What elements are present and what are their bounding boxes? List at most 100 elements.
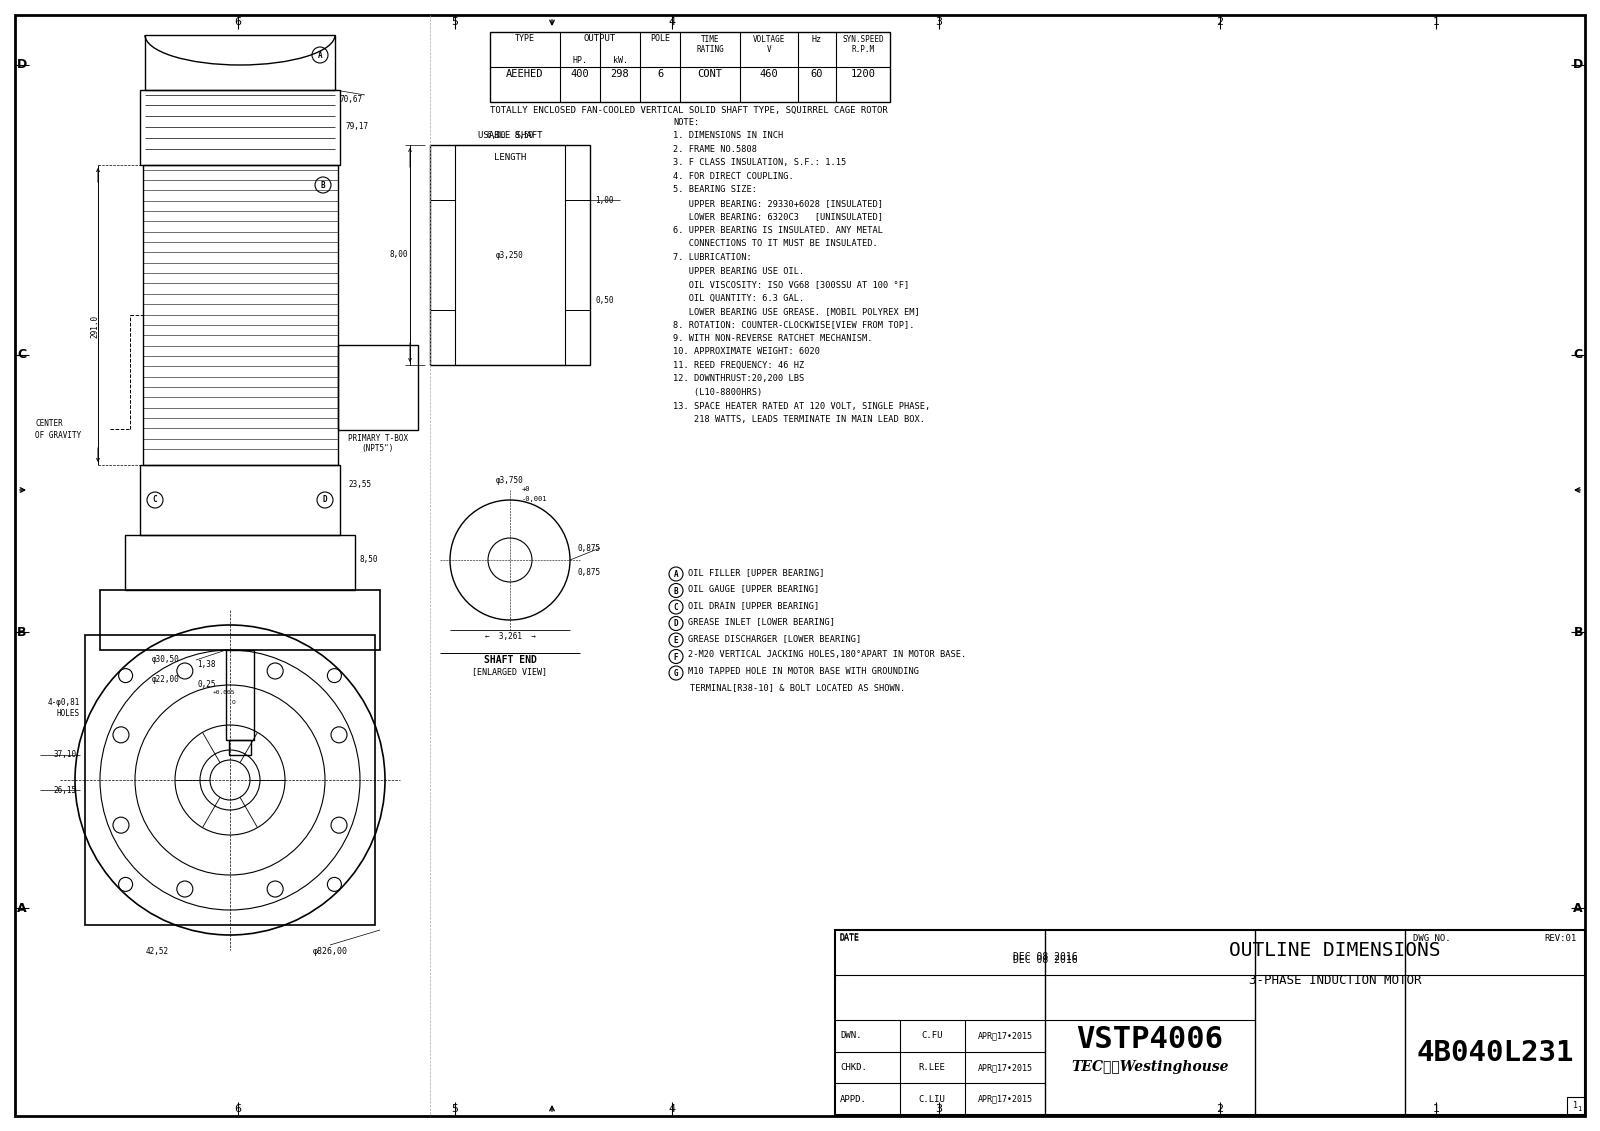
Text: Hz: Hz	[813, 35, 822, 44]
Text: OIL DRAIN [UPPER BEARING]: OIL DRAIN [UPPER BEARING]	[688, 601, 819, 610]
Text: 1: 1	[1573, 1102, 1579, 1111]
Text: (NPT5"): (NPT5")	[362, 444, 394, 454]
Text: A: A	[674, 570, 678, 579]
Text: TOTALLY ENCLOSED FAN-COOLED VERTICAL SOLID SHAFT TYPE, SQUIRREL CAGE ROTOR: TOTALLY ENCLOSED FAN-COOLED VERTICAL SOL…	[490, 106, 888, 115]
Text: B: B	[320, 181, 325, 190]
Text: 400: 400	[571, 69, 589, 79]
Text: [ENLARGED VIEW]: [ENLARGED VIEW]	[472, 667, 547, 676]
Text: 2. FRAME NO.5808: 2. FRAME NO.5808	[674, 145, 757, 154]
Text: φ3,750: φ3,750	[496, 476, 523, 485]
Text: +0: +0	[522, 486, 531, 492]
Text: 26,15: 26,15	[54, 786, 77, 794]
Text: 1: 1	[1432, 1104, 1440, 1114]
Text: F: F	[674, 653, 678, 662]
Text: φ22,00: φ22,00	[152, 675, 179, 684]
Text: A: A	[18, 901, 27, 915]
Text: POLE: POLE	[650, 34, 670, 43]
Text: REV:01: REV:01	[1544, 934, 1578, 943]
Text: 6: 6	[235, 17, 242, 27]
Text: CONNECTIONS TO IT MUST BE INSULATED.: CONNECTIONS TO IT MUST BE INSULATED.	[674, 240, 878, 249]
Text: 298: 298	[611, 69, 629, 79]
Text: CENTER: CENTER	[35, 418, 62, 428]
Text: HP.: HP.	[573, 57, 587, 64]
Text: 4B040L231: 4B040L231	[1416, 1039, 1574, 1067]
Text: 6. UPPER BEARING IS INSULATED. ANY METAL: 6. UPPER BEARING IS INSULATED. ANY METAL	[674, 226, 883, 235]
Text: APPD.: APPD.	[840, 1095, 867, 1104]
Text: TERMINAL[R38-10] & BOLT LOCATED AS SHOWN.: TERMINAL[R38-10] & BOLT LOCATED AS SHOWN…	[690, 683, 906, 692]
Text: 13. SPACE HEATER RATED AT 120 VOLT, SINGLE PHASE,: 13. SPACE HEATER RATED AT 120 VOLT, SING…	[674, 402, 930, 411]
Text: A: A	[318, 51, 322, 60]
Text: kW.: kW.	[613, 57, 627, 64]
Text: GREASE DISCHARGER [LOWER BEARING]: GREASE DISCHARGER [LOWER BEARING]	[688, 634, 861, 644]
Text: UPPER BEARING: 29330+6028 [INSULATED]: UPPER BEARING: 29330+6028 [INSULATED]	[674, 199, 883, 208]
Bar	[430, 145, 590, 365]
Bar	[338, 345, 418, 430]
Text: DATE: DATE	[840, 933, 861, 942]
Text: OIL FILLER [UPPER BEARING]: OIL FILLER [UPPER BEARING]	[688, 568, 824, 577]
Text: DEC 08 2016: DEC 08 2016	[1013, 952, 1077, 962]
Text: 12. DOWNTHRUST:20,200 LBS: 12. DOWNTHRUST:20,200 LBS	[674, 374, 805, 383]
Bar	[454, 145, 565, 365]
Bar	[146, 35, 334, 90]
Bar	[229, 740, 251, 756]
Text: 4: 4	[669, 17, 675, 27]
Text: R.LEE: R.LEE	[918, 1063, 946, 1072]
Text: B: B	[1573, 625, 1582, 639]
Text: 5: 5	[451, 17, 459, 27]
Text: 1: 1	[1576, 1106, 1581, 1112]
Text: DATE: DATE	[840, 934, 861, 943]
Text: -0,001: -0,001	[522, 497, 547, 502]
Text: APR‧17•2015: APR‧17•2015	[978, 1063, 1032, 1072]
Text: 42,52: 42,52	[146, 947, 168, 956]
Text: 1,38: 1,38	[197, 661, 216, 670]
Text: D: D	[674, 620, 678, 629]
Text: 4: 4	[669, 1104, 675, 1114]
Text: 0,875: 0,875	[578, 568, 602, 577]
Text: 5. BEARING SIZE:: 5. BEARING SIZE:	[674, 185, 757, 195]
Bar	[141, 90, 339, 165]
Text: USABLE SHAFT: USABLE SHAFT	[478, 131, 542, 140]
Text: 2: 2	[1216, 17, 1224, 27]
Text: 1200: 1200	[851, 69, 875, 79]
Text: D: D	[323, 495, 328, 504]
Text: 0,25: 0,25	[197, 680, 216, 689]
Text: APR‧17•2015: APR‧17•2015	[978, 1031, 1032, 1041]
Text: D: D	[1573, 59, 1582, 71]
Text: D: D	[18, 59, 27, 71]
Text: OUTPUT: OUTPUT	[584, 34, 616, 43]
Text: TYPE: TYPE	[515, 34, 534, 43]
Text: 9. WITH NON-REVERSE RATCHET MECHANISM.: 9. WITH NON-REVERSE RATCHET MECHANISM.	[674, 334, 872, 343]
Bar	[85, 634, 374, 925]
Text: PRIMARY T-BOX: PRIMARY T-BOX	[347, 434, 408, 443]
Text: 23,55: 23,55	[349, 480, 371, 489]
Bar	[1566, 1097, 1586, 1115]
Text: G: G	[674, 670, 678, 677]
Text: 3. F CLASS INSULATION, S.F.: 1.15: 3. F CLASS INSULATION, S.F.: 1.15	[674, 158, 846, 167]
Bar	[490, 32, 890, 102]
Text: OIL GAUGE [UPPER BEARING]: OIL GAUGE [UPPER BEARING]	[688, 585, 819, 594]
Text: 70,67: 70,67	[339, 95, 363, 104]
Text: O: O	[232, 699, 235, 705]
Text: (L10-8800HRS): (L10-8800HRS)	[674, 388, 762, 397]
Text: 6: 6	[235, 1104, 242, 1114]
Text: OF GRAVITY: OF GRAVITY	[35, 431, 82, 440]
Bar	[835, 930, 1586, 1115]
Text: VSTP4006: VSTP4006	[1077, 1026, 1224, 1054]
Text: 1. DIMENSIONS IN INCH: 1. DIMENSIONS IN INCH	[674, 131, 784, 140]
Text: LENGTH: LENGTH	[494, 153, 526, 162]
Text: 2-M20 VERTICAL JACKING HOLES,180°APART IN MOTOR BASE.: 2-M20 VERTICAL JACKING HOLES,180°APART I…	[688, 650, 966, 659]
Text: 291.0: 291.0	[91, 316, 99, 338]
Text: M10 TAPPED HOLE IN MOTOR BASE WITH GROUNDING: M10 TAPPED HOLE IN MOTOR BASE WITH GROUN…	[688, 667, 918, 676]
Text: +0.005: +0.005	[213, 690, 235, 694]
Text: SYN.SPEED
R.P.M: SYN.SPEED R.P.M	[842, 35, 883, 54]
Text: DWN.: DWN.	[840, 1031, 861, 1041]
Text: 37,10: 37,10	[54, 751, 77, 760]
Text: OUTLINE DIMENSIONS: OUTLINE DIMENSIONS	[1229, 941, 1440, 959]
Text: C: C	[18, 348, 26, 362]
Text: C: C	[152, 495, 157, 504]
Text: AEEHED: AEEHED	[506, 69, 544, 79]
Text: 218 WATTS, LEADS TERMINATE IN MAIN LEAD BOX.: 218 WATTS, LEADS TERMINATE IN MAIN LEAD …	[674, 415, 925, 424]
Text: φ3,250: φ3,250	[496, 250, 523, 259]
Text: 11. REED FREQUENCY: 46 HZ: 11. REED FREQUENCY: 46 HZ	[674, 361, 805, 370]
Text: φ826,00: φ826,00	[312, 947, 347, 956]
